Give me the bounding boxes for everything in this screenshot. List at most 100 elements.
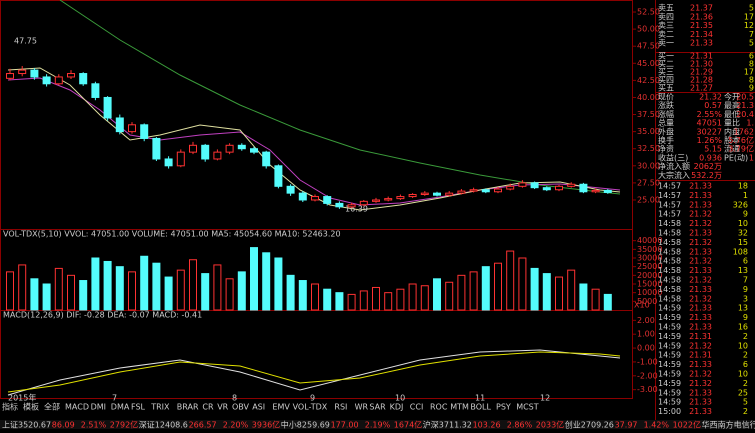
tab[interactable]: 模板 — [23, 402, 39, 412]
tab[interactable]: DMI — [91, 403, 106, 412]
tick-time: 14:58 — [658, 247, 681, 256]
tab[interactable]: EMV — [272, 403, 290, 412]
tick-volume: 3 — [743, 294, 748, 303]
status-item: 103.26 — [473, 421, 501, 430]
tab[interactable]: MCST — [516, 403, 539, 412]
y-tick-label: 0.00 — [637, 344, 655, 353]
y-tick-label: 52.50 — [637, 8, 660, 17]
volume-bar — [30, 278, 39, 311]
tab[interactable]: 指标 — [2, 402, 18, 412]
stat-value: 1.26% — [697, 136, 723, 145]
tab[interactable]: CR — [202, 403, 214, 412]
stat-label: 换手 — [658, 135, 674, 145]
tick-volume: 18 — [738, 182, 748, 191]
volume-bar — [420, 285, 429, 311]
candle-body — [225, 144, 234, 153]
volume-bar — [54, 267, 63, 311]
volume-bar — [347, 293, 356, 311]
candle-body — [359, 200, 368, 206]
macd-header: MACD(12,26,9) DIF: -0.28 DEA: -0.07 MACD… — [3, 311, 202, 320]
tab[interactable]: KDJ — [390, 403, 404, 412]
book-label: 买三 — [658, 68, 674, 77]
tick-time: 14:59 — [658, 351, 681, 360]
stat-label: 量比 — [724, 118, 740, 128]
tick-volume: 2 — [743, 351, 748, 360]
tab[interactable]: WR — [355, 403, 369, 412]
candle-body — [457, 190, 466, 194]
stat-label: 流通 — [724, 144, 740, 154]
volume-bar — [79, 280, 88, 311]
volume-bar — [433, 278, 441, 311]
tick-volume: 25 — [738, 388, 748, 397]
stat-label: 净资 — [658, 144, 674, 154]
tab[interactable]: FSL — [131, 403, 146, 412]
candle-body — [311, 196, 319, 201]
tick-time: 14:59 — [658, 388, 681, 397]
status-item: 深证12408.6 — [139, 421, 188, 430]
tab[interactable]: VR — [217, 403, 228, 412]
stat-value: 1762 — [734, 127, 754, 136]
candle-body — [579, 183, 588, 193]
tab[interactable]: DMA — [111, 403, 130, 412]
candle-body — [530, 182, 539, 189]
tab[interactable]: ROC — [430, 403, 448, 412]
book-label: 卖三 — [658, 21, 674, 30]
tab[interactable]: SAR — [369, 403, 386, 412]
low-label: 16.39 — [345, 205, 368, 214]
tick-volume: 2 — [743, 379, 748, 388]
tab[interactable]: RSI — [334, 403, 347, 412]
status-item: 2.86% — [507, 421, 533, 430]
book-price: 21.34 — [690, 30, 713, 39]
y-tick-label: 40.00 — [637, 93, 660, 102]
book-label: 卖五 — [658, 4, 674, 13]
volume-bar — [298, 280, 307, 311]
status-item: 沪深3711.32 — [423, 420, 472, 430]
tab[interactable]: PSY — [496, 403, 511, 412]
tab[interactable]: BOLL — [470, 403, 491, 412]
volume-bar — [6, 271, 14, 311]
volume-bar — [225, 278, 234, 311]
tick-volume: 9 — [743, 210, 748, 219]
book-volume: 8 — [749, 60, 754, 69]
tab[interactable]: OBV — [232, 403, 250, 412]
stat-value: 5.76亿 — [728, 135, 754, 145]
tab[interactable]: MACD — [65, 403, 89, 412]
tick-volume: 6 — [743, 360, 748, 369]
stat-value: 1. — [746, 119, 754, 128]
candle-body — [164, 158, 173, 167]
stat-value: 21.3 — [736, 101, 754, 110]
candle-body — [115, 117, 124, 133]
y-tick-label: 47.50 — [637, 42, 660, 51]
tab[interactable]: TRIX — [150, 403, 170, 412]
candle-body — [408, 194, 417, 198]
tab[interactable]: ASI — [252, 403, 265, 412]
tick-time: 14:57 — [658, 182, 681, 191]
volume-bar — [335, 292, 344, 311]
candle-body — [591, 189, 600, 193]
tab[interactable]: MTM — [450, 403, 469, 412]
candle-body — [262, 151, 271, 167]
tab[interactable]: VOL-TDX — [293, 403, 328, 412]
tick-volume: 13 — [738, 304, 748, 313]
book-label: 卖二 — [658, 30, 674, 39]
tick-price: 21.32 — [689, 257, 712, 266]
candle-body — [67, 73, 75, 78]
candle-body — [18, 69, 27, 75]
volume-bar — [567, 269, 576, 311]
tick-volume: 15 — [738, 238, 748, 247]
tab[interactable]: BRAR — [177, 403, 199, 412]
book-price: 21.36 — [690, 12, 713, 21]
y-tick-label: 5000 — [637, 297, 657, 306]
y-tick-label: -3.00 — [637, 385, 658, 394]
volume-bar — [311, 283, 319, 311]
volume-bar — [408, 283, 417, 311]
tab[interactable]: CCI — [410, 403, 424, 412]
tick-volume: 5 — [743, 398, 748, 407]
tick-time: 14:58 — [658, 238, 681, 247]
tick-volume: 32 — [738, 229, 748, 238]
tab[interactable]: 全部 — [44, 402, 60, 412]
tick-time: 14:58 — [658, 229, 681, 238]
volume-header: VOL-TDX(5,10) VVOL: 47051.00 VOLUME: 470… — [3, 230, 341, 239]
high-label: 47.75 — [14, 37, 37, 46]
